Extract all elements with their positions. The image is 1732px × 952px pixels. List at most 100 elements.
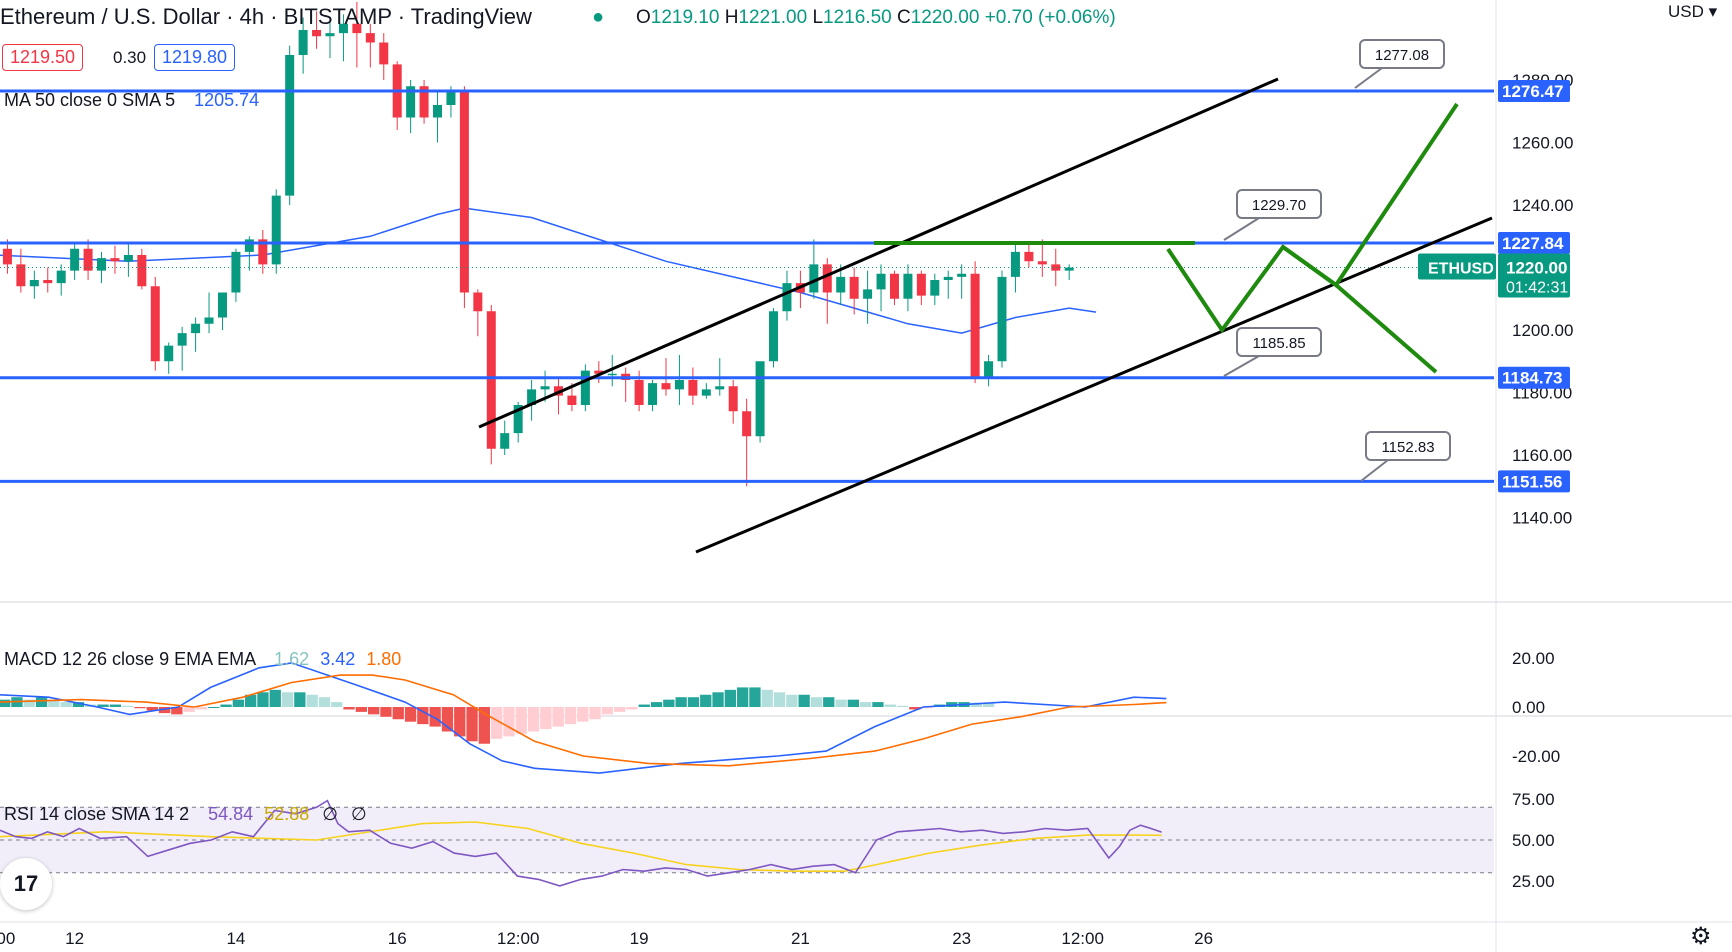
time-tick-label: 21: [791, 929, 810, 948]
macd-hist-bar: [72, 702, 85, 707]
level-axis-label: 1184.73: [1502, 369, 1563, 388]
macd-hist-bar: [970, 702, 982, 707]
candle-body: [1024, 251, 1034, 262]
macd-hist-bar: [884, 704, 896, 707]
candle-body: [473, 292, 483, 312]
macd-signal-line: [0, 674, 1167, 767]
macd-hist-bar: [650, 702, 663, 707]
projection-path: [1281, 245, 1438, 374]
macd-hist-bar: [577, 707, 589, 722]
macd-hist-bar: [786, 694, 798, 707]
candle-body: [352, 23, 362, 34]
time-tick-label: 12:00: [497, 929, 540, 948]
ohlc-low-label: L: [812, 7, 824, 28]
macd-hist-bar: [220, 704, 232, 707]
tradingview-logo[interactable]: 17: [0, 858, 52, 910]
macd-hist-bar: [208, 707, 220, 708]
macd-hist-bar: [638, 704, 650, 707]
macd-hist-bar: [158, 707, 171, 714]
candle-body: [29, 280, 39, 287]
rsi-extra-1: ∅: [322, 804, 338, 824]
ohlc-close-label: C: [897, 7, 911, 28]
currency-selector[interactable]: USD ▾: [1668, 2, 1718, 21]
callout-label: 1152.83: [1381, 439, 1434, 456]
macd-hist-bar: [847, 699, 859, 707]
chart-title: Ethereum / U.S. Dollar · 4h · BITSTAMP ·…: [0, 4, 532, 29]
candle-body: [836, 276, 846, 293]
macd-hist-bar: [331, 702, 343, 707]
macd-hist-bar: [761, 689, 773, 707]
ohlc-open-label: O: [636, 7, 651, 28]
macd-hist-bar: [503, 707, 515, 737]
ma-legend[interactable]: MA 50 close 0 SMA 5 1205.74: [4, 90, 259, 111]
macd-hist-bar: [195, 707, 208, 710]
candle-body: [1010, 251, 1020, 277]
candle-body: [164, 345, 174, 362]
macd-hist-bar: [601, 707, 613, 715]
candle-body: [876, 273, 886, 290]
candle-body: [984, 361, 994, 377]
macd-tick-label: 0.00: [1512, 698, 1545, 717]
macd-hist-bar: [257, 692, 269, 707]
macd-hist-bar: [589, 707, 601, 720]
callout-pointer: [1223, 217, 1260, 241]
macd-hist-bar: [896, 705, 909, 707]
macd-hist-bar: [614, 707, 626, 712]
gear-icon[interactable]: ⚙: [1690, 923, 1712, 950]
ohlc-open-value: 1219.10: [650, 7, 720, 28]
macd-hist-bar: [60, 702, 72, 707]
macd-hist-bar: [245, 694, 257, 707]
time-tick-label: 19: [630, 929, 649, 948]
macd-hist-bar: [35, 697, 48, 707]
candle-body: [661, 383, 671, 390]
rsi-extra-2: ∅: [350, 804, 367, 824]
time-tick-label: 23: [952, 929, 971, 948]
macd-line-value: 3.42: [320, 649, 356, 669]
candle-body: [594, 370, 604, 374]
macd-hist-bar: [417, 707, 429, 725]
ohlc-high-value: 1221.00: [738, 7, 808, 28]
rsi-tick-label: 75.00: [1512, 790, 1555, 809]
rsi-sma-line: [0, 821, 1162, 872]
candle-body: [298, 30, 308, 55]
candle-body: [849, 276, 859, 299]
callout-label: 1229.70: [1252, 197, 1306, 214]
rsi-legend[interactable]: RSI 14 close SMA 14 2 54.84 52.88 ∅ ∅: [4, 804, 367, 825]
macd-signal-value: 1.80: [366, 649, 402, 669]
candle-body: [285, 55, 295, 196]
candle-body: [406, 86, 416, 118]
price-tick-label: 1160.00: [1512, 446, 1572, 465]
macd-hist-bar: [687, 697, 700, 707]
callout-box: [1236, 327, 1322, 357]
macd-hist-bar: [835, 699, 847, 707]
rsi-tick-label: 50.00: [1512, 831, 1555, 850]
candle-body: [648, 383, 658, 405]
rsi-sma-value: 52.88: [264, 804, 310, 824]
candle-body: [822, 264, 832, 293]
candle-body: [540, 386, 550, 390]
callout-label: 1277.08: [1375, 47, 1429, 64]
candle-body: [674, 380, 684, 390]
sell-button[interactable]: 1219.50: [2, 44, 84, 71]
price-tick-label: 1200.00: [1512, 321, 1573, 340]
symbol-tag: ETHUSD: [1428, 261, 1494, 278]
candle-body: [110, 258, 120, 262]
buy-button[interactable]: 1219.80: [154, 44, 236, 71]
level-axis-label: 1276.47: [1502, 82, 1563, 101]
macd-legend[interactable]: MACD 12 26 close 9 EMA EMA 1.62 3.42 1.8…: [4, 649, 401, 670]
candle-body: [957, 273, 967, 277]
macd-legend-label: MACD 12 26 close 9 EMA EMA: [4, 649, 256, 669]
candle-body: [607, 373, 617, 376]
price-tick-label: 1260.00: [1512, 134, 1573, 153]
candle-body: [446, 92, 456, 105]
ohlc-readout: O1219.10 H1221.00 L1216.50 C1220.00 +0.7…: [636, 7, 1116, 29]
rsi-legend-label: RSI 14 close SMA 14 2: [4, 804, 190, 824]
candle-body: [715, 386, 725, 390]
macd-hist-bar: [294, 692, 306, 707]
candle-body: [809, 264, 819, 293]
price-tick-label: 1140.00: [1512, 509, 1572, 528]
candle-body: [500, 433, 510, 449]
candle-body: [889, 273, 899, 299]
macd-hist-bar: [663, 699, 675, 707]
